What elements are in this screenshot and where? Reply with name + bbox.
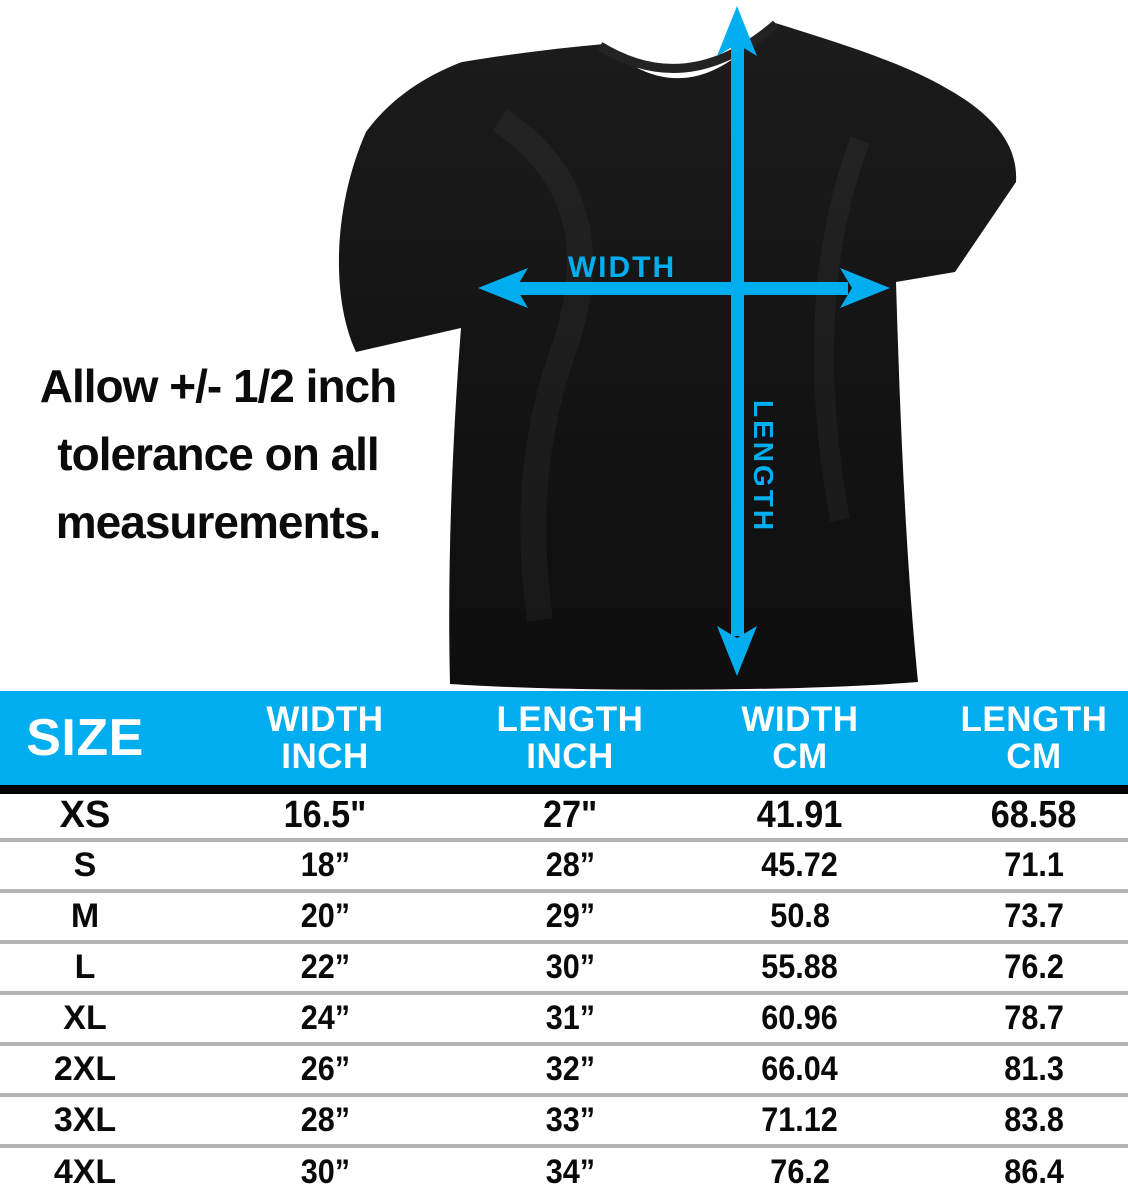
length-arrow-label: LENGTH xyxy=(748,400,779,533)
col-header-length-inch: LENGTH INCH xyxy=(480,691,660,794)
size-cell: 4XL xyxy=(0,1144,170,1197)
table-row: 3XL 28” 33” 71.12 83.8 xyxy=(0,1093,1128,1146)
width-inch-cell: 22” xyxy=(170,940,480,993)
length-inch-cell: 30” xyxy=(480,940,660,993)
length-inch-cell: 31” xyxy=(480,991,660,1044)
width-inch-cell: 26” xyxy=(170,1042,480,1095)
table-row: XL 24” 31” 60.96 78.7 xyxy=(0,991,1128,1044)
size-cell: 3XL xyxy=(0,1093,170,1146)
col-header-length-cm: LENGTH CM xyxy=(940,691,1128,794)
width-arrow-label: WIDTH xyxy=(568,251,676,284)
length-inch-cell: 27" xyxy=(542,794,598,837)
width-cm-cell: 41.91 xyxy=(757,794,843,837)
width-arrow xyxy=(478,268,890,308)
length-inch-cell: 32” xyxy=(480,1042,660,1095)
col-header-width-inch: WIDTH INCH xyxy=(170,691,480,794)
length-cm-cell: 76.2 xyxy=(940,940,1128,993)
length-cm-cell: 81.3 xyxy=(940,1042,1128,1095)
tolerance-line: measurements. xyxy=(55,496,382,548)
collar-detail xyxy=(597,20,779,73)
width-cm-cell: 45.72 xyxy=(660,838,940,891)
length-cm-cell: 68.58 xyxy=(991,794,1077,837)
width-cm-cell: 60.96 xyxy=(660,991,940,1044)
table-row: XS 16.5" 27" 41.91 68.58 xyxy=(0,789,1128,840)
col-header-width-cm: WIDTH CM xyxy=(660,691,940,794)
width-inch-cell: 16.5" xyxy=(283,794,367,837)
shirt-measurement-diagram: WIDTH LENGTH xyxy=(338,6,1017,690)
size-chart-table: SIZE WIDTH INCH LENGTH INCH WIDTH CM LEN… xyxy=(0,691,1128,1197)
width-cm-cell: 71.12 xyxy=(660,1093,940,1146)
width-cm-cell: 50.8 xyxy=(660,889,940,942)
width-cm-cell: 76.2 xyxy=(660,1144,940,1197)
tolerance-note: Allow +/- 1/2 inch tolerance on all meas… xyxy=(0,352,444,556)
length-cm-cell: 71.1 xyxy=(940,838,1128,891)
tolerance-line: tolerance on all xyxy=(57,428,379,480)
length-arrow xyxy=(717,6,757,676)
width-cm-cell: 66.04 xyxy=(660,1042,940,1095)
size-cell: XS xyxy=(59,794,111,837)
width-cm-cell: 55.88 xyxy=(660,940,940,993)
table-row: 2XL 26” 32” 66.04 81.3 xyxy=(0,1042,1128,1095)
length-cm-cell: 83.8 xyxy=(940,1093,1128,1146)
length-cm-cell: 73.7 xyxy=(940,889,1128,942)
width-inch-cell: 24” xyxy=(170,991,480,1044)
fabric-fold xyxy=(814,136,870,522)
width-inch-cell: 18” xyxy=(170,838,480,891)
col-header-size: SIZE xyxy=(0,691,170,794)
tolerance-line: Allow +/- 1/2 inch xyxy=(39,360,397,412)
length-inch-cell: 28” xyxy=(480,838,660,891)
size-chart-body: XS 16.5" 27" 41.91 68.58 S 18” 28” 45.72… xyxy=(0,789,1128,1197)
width-inch-cell: 30” xyxy=(170,1144,480,1197)
size-cell: XL xyxy=(0,991,170,1044)
table-row: 4XL 30” 34” 76.2 86.4 xyxy=(0,1144,1128,1197)
size-cell: 2XL xyxy=(0,1042,170,1095)
length-inch-cell: 34” xyxy=(480,1144,660,1197)
tshirt-silhouette-image xyxy=(338,22,1017,690)
size-cell: S xyxy=(0,838,170,891)
shirt-diagram-svg: WIDTH LENGTH xyxy=(338,6,1017,690)
length-cm-cell: 86.4 xyxy=(940,1144,1128,1197)
table-row: S 18” 28” 45.72 71.1 xyxy=(0,838,1128,891)
size-chart-header: SIZE WIDTH INCH LENGTH INCH WIDTH CM LEN… xyxy=(0,691,1128,794)
width-inch-cell: 20” xyxy=(170,889,480,942)
length-inch-cell: 33” xyxy=(480,1093,660,1146)
width-inch-cell: 28” xyxy=(170,1093,480,1146)
size-cell: M xyxy=(0,889,170,942)
length-inch-cell: 29” xyxy=(480,889,660,942)
table-row: L 22” 30” 55.88 76.2 xyxy=(0,940,1128,993)
fabric-fold xyxy=(492,109,593,622)
length-cm-cell: 78.7 xyxy=(940,991,1128,1044)
size-cell: L xyxy=(0,940,170,993)
table-row: M 20” 29” 50.8 73.7 xyxy=(0,889,1128,942)
